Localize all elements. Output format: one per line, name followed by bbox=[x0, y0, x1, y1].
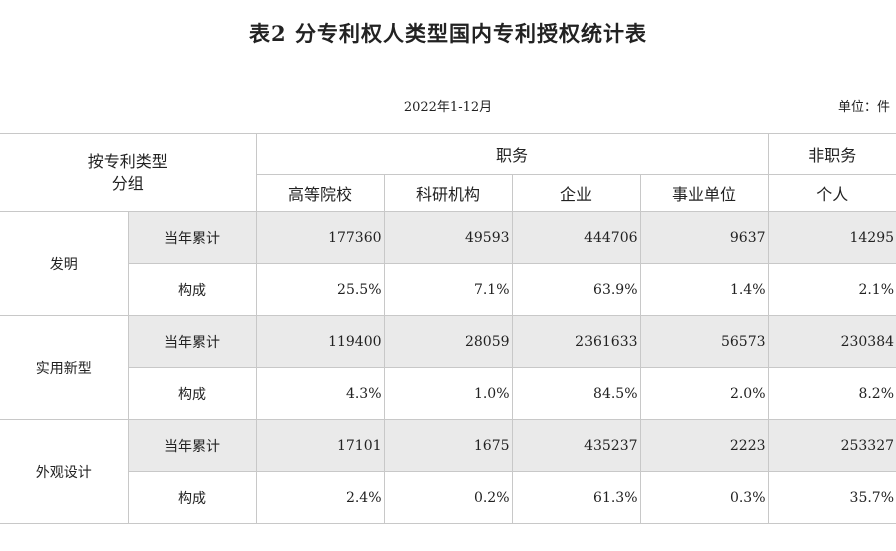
unit-label: 单位：件 bbox=[837, 100, 890, 115]
table-cell: 119400 bbox=[255, 315, 385, 368]
group-header-nonservice: 非职务 bbox=[767, 133, 896, 175]
header-row-1: 按专利类型 分组 职务 非职务 bbox=[0, 133, 896, 212]
row-label: 构成 bbox=[127, 471, 257, 524]
column-header: 事业单位 bbox=[639, 174, 769, 212]
table-row: 构成 2.4% 0.2% 61.3% 0.3% 35.7% bbox=[0, 471, 896, 524]
group-header-service: 职务 bbox=[255, 133, 769, 175]
patent-statistics-table: 按专利类型 分组 职务 非职务 高等院校 科研机构 企业 事业单位 个人 发明 … bbox=[0, 133, 896, 524]
column-header: 个人 bbox=[767, 174, 896, 212]
table-row: 实用新型 当年累计 119400 28059 2361633 56573 230… bbox=[0, 315, 896, 420]
table-cell: 84.5% bbox=[511, 367, 641, 420]
corner-header-line2: 分组 bbox=[111, 173, 144, 193]
category-label: 实用新型 bbox=[0, 315, 129, 420]
category-label: 发明 bbox=[0, 211, 129, 316]
table-cell: 0.3% bbox=[639, 471, 769, 524]
corner-header-line1: 按专利类型 bbox=[87, 151, 168, 171]
category-label: 外观设计 bbox=[0, 419, 129, 524]
table-cell: 28059 bbox=[383, 315, 513, 368]
table-cell: 35.7% bbox=[767, 471, 896, 524]
table-cell: 4.3% bbox=[255, 367, 385, 420]
table-cell: 7.1% bbox=[383, 263, 513, 316]
row-label: 当年累计 bbox=[127, 211, 257, 264]
row-label: 当年累计 bbox=[127, 419, 257, 472]
table-cell: 2.0% bbox=[639, 367, 769, 420]
header-row-2: 高等院校 科研机构 企业 事业单位 个人 bbox=[0, 174, 896, 212]
column-header: 企业 bbox=[511, 174, 641, 212]
table-cell: 14295 bbox=[767, 211, 896, 264]
table-cell: 2223 bbox=[639, 419, 769, 472]
column-header: 高等院校 bbox=[255, 174, 385, 212]
table-row: 构成 25.5% 7.1% 63.9% 1.4% 2.1% bbox=[0, 263, 896, 316]
table-cell: 8.2% bbox=[767, 367, 896, 420]
table-cell: 63.9% bbox=[511, 263, 641, 316]
table-cell: 177360 bbox=[255, 211, 385, 264]
table-cell: 61.3% bbox=[511, 471, 641, 524]
table-cell: 435237 bbox=[511, 419, 641, 472]
table-cell: 1675 bbox=[383, 419, 513, 472]
table-row: 发明 当年累计 177360 49593 444706 9637 14295 bbox=[0, 211, 896, 316]
table-cell: 253327 bbox=[767, 419, 896, 472]
table-cell: 49593 bbox=[383, 211, 513, 264]
table-cell: 444706 bbox=[511, 211, 641, 264]
table-row: 构成 4.3% 1.0% 84.5% 2.0% 8.2% bbox=[0, 367, 896, 420]
table-cell: 1.4% bbox=[639, 263, 769, 316]
table-row: 外观设计 当年累计 17101 1675 435237 2223 253327 bbox=[0, 419, 896, 524]
row-label: 构成 bbox=[127, 263, 257, 316]
table-cell: 230384 bbox=[767, 315, 896, 368]
table-cell: 17101 bbox=[255, 419, 385, 472]
table-cell: 2.1% bbox=[767, 263, 896, 316]
table-cell: 56573 bbox=[639, 315, 769, 368]
row-label: 构成 bbox=[127, 367, 257, 420]
table-cell: 2.4% bbox=[255, 471, 385, 524]
table-cell: 25.5% bbox=[255, 263, 385, 316]
row-label: 当年累计 bbox=[127, 315, 257, 368]
corner-header: 按专利类型 分组 bbox=[0, 133, 257, 212]
table-title: 表2 分专利权人类型国内专利授权统计表 bbox=[249, 21, 647, 46]
table-cell: 1.0% bbox=[383, 367, 513, 420]
table-cell: 2361633 bbox=[511, 315, 641, 368]
table-cell: 0.2% bbox=[383, 471, 513, 524]
table-cell: 9637 bbox=[639, 211, 769, 264]
column-header: 科研机构 bbox=[383, 174, 513, 212]
period-label: 2022年1-12月 bbox=[403, 100, 493, 115]
